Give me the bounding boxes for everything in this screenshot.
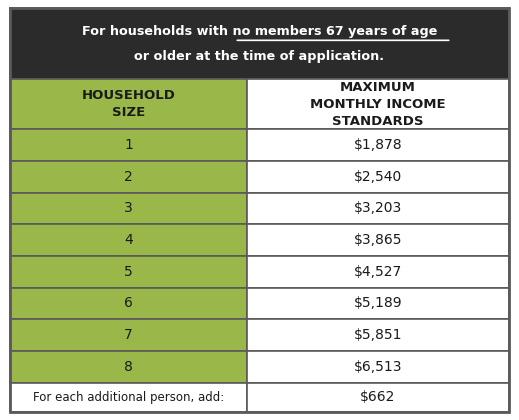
Text: $2,540: $2,540 [354,170,402,184]
FancyBboxPatch shape [10,161,247,193]
Text: 1: 1 [124,138,133,152]
FancyBboxPatch shape [10,288,247,319]
Text: $4,527: $4,527 [354,265,402,279]
FancyBboxPatch shape [247,383,509,412]
FancyBboxPatch shape [10,256,247,288]
Text: $5,189: $5,189 [353,297,402,310]
FancyBboxPatch shape [247,288,509,319]
Text: For households with no members 67 years of age: For households with no members 67 years … [82,25,437,37]
Text: or older at the time of application.: or older at the time of application. [134,50,385,63]
FancyBboxPatch shape [10,383,247,412]
Text: $3,203: $3,203 [354,202,402,215]
FancyBboxPatch shape [247,319,509,351]
FancyBboxPatch shape [247,224,509,256]
Text: $662: $662 [360,390,395,404]
Text: $6,513: $6,513 [353,360,402,374]
Text: 2: 2 [125,170,133,184]
FancyBboxPatch shape [10,193,247,224]
FancyBboxPatch shape [247,256,509,288]
FancyBboxPatch shape [10,319,247,351]
FancyBboxPatch shape [10,351,247,383]
Text: 4: 4 [125,233,133,247]
FancyBboxPatch shape [10,224,247,256]
FancyBboxPatch shape [10,8,509,79]
Text: MAXIMUM
MONTHLY INCOME
STANDARDS: MAXIMUM MONTHLY INCOME STANDARDS [310,81,446,128]
Text: 6: 6 [124,297,133,310]
Text: 7: 7 [125,328,133,342]
Text: For each additional person, add:: For each additional person, add: [33,391,224,404]
Text: $5,851: $5,851 [353,328,402,342]
FancyBboxPatch shape [247,351,509,383]
Text: 5: 5 [125,265,133,279]
Text: $1,878: $1,878 [353,138,402,152]
FancyBboxPatch shape [247,193,509,224]
FancyBboxPatch shape [247,129,509,161]
Text: 3: 3 [125,202,133,215]
Text: 8: 8 [124,360,133,374]
FancyBboxPatch shape [10,129,247,161]
FancyBboxPatch shape [247,161,509,193]
Text: HOUSEHOLD
SIZE: HOUSEHOLD SIZE [82,89,175,119]
FancyBboxPatch shape [247,79,509,129]
Text: $3,865: $3,865 [353,233,402,247]
FancyBboxPatch shape [10,79,247,129]
